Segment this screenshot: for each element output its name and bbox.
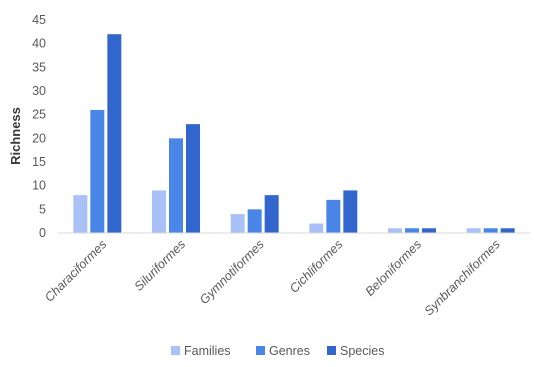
y-tick-label-25: 25 (32, 108, 46, 122)
bar-species-beloniformes (422, 228, 436, 233)
legend-swatch-genres (256, 346, 265, 355)
y-tick-label-35: 35 (32, 60, 46, 74)
y-tick-label-5: 5 (39, 202, 46, 216)
y-tick-label-0: 0 (39, 226, 46, 240)
x-tick-label-synbranchiformes: Synbranchiformes (422, 237, 503, 318)
y-tick-label-40: 40 (32, 37, 46, 51)
bar-families-siluriformes (152, 190, 166, 233)
bar-species-synbranchiformes (500, 228, 515, 233)
legend-label-genres: Genres (269, 344, 310, 358)
bars-group (73, 34, 515, 234)
x-axis-labels: Characiformes Siluriformes Gymnotiformes Ci… (42, 237, 503, 318)
x-tick-label-beloniformes: Beloniformes (363, 237, 424, 298)
legend: Families Genres Species (171, 344, 384, 358)
bar-species-cichliformes (343, 190, 358, 233)
y-tick-label-30: 30 (32, 84, 46, 98)
x-tick-label-characiformes: Characiformes (42, 237, 109, 304)
bar-genres-characiformes (90, 109, 105, 233)
bar-genres-cichliformes (326, 199, 341, 233)
bar-species-gymnotiformes (264, 195, 279, 233)
x-tick-label-cichliformes: Cichliformes (287, 237, 346, 296)
x-tick-label-siluriformes: Siluriformes (132, 237, 189, 294)
legend-label-families: Families (184, 344, 231, 358)
bar-families-gymnotiformes (230, 214, 245, 233)
legend-swatch-families (171, 346, 180, 355)
bar-species-siluriformes (186, 124, 200, 233)
y-tick-label-15: 15 (32, 155, 46, 169)
x-tick-label-gymnotiformes: Gymnotiformes (197, 237, 267, 307)
y-axis-title: Richness (8, 107, 23, 165)
bar-species-characiformes (107, 34, 122, 234)
bar-genres-beloniformes (405, 228, 419, 233)
legend-label-species: Species (340, 344, 384, 358)
bar-genres-synbranchiformes (483, 228, 498, 233)
bar-genres-siluriformes (169, 138, 183, 233)
bar-families-synbranchiformes (466, 228, 481, 233)
bar-families-beloniformes (388, 228, 402, 233)
bar-families-characiformes (73, 195, 88, 233)
y-axis-ticks: 0 5 10 15 20 25 30 35 40 45 (32, 13, 46, 240)
bar-genres-gymnotiformes (247, 209, 262, 233)
y-tick-label-20: 20 (32, 131, 46, 145)
bar-families-cichliformes (309, 223, 324, 233)
legend-swatch-species (327, 346, 336, 355)
y-tick-label-10: 10 (32, 179, 46, 193)
y-tick-label-45: 45 (32, 13, 46, 27)
